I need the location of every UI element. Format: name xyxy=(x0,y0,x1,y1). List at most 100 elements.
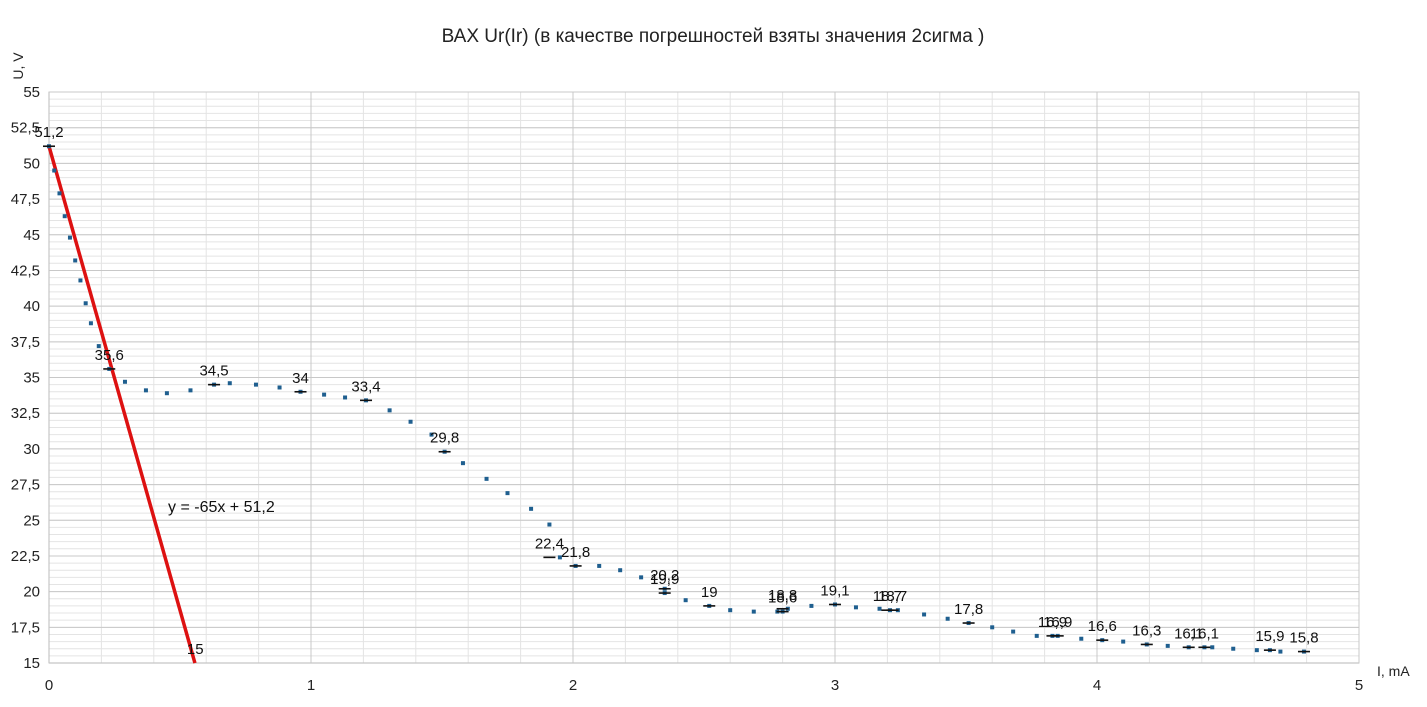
y-tick-label: 47,5 xyxy=(11,191,40,208)
data-label: 16,9 xyxy=(1043,614,1072,631)
data-point xyxy=(188,388,193,393)
data-point xyxy=(1011,629,1016,634)
data-point xyxy=(922,612,927,617)
x-tick-labels: 0 1 2 3 4 5 xyxy=(45,677,1363,694)
data-point xyxy=(877,606,882,611)
data-label: 18,7 xyxy=(878,588,907,605)
data-point xyxy=(639,575,644,580)
data-point xyxy=(88,321,93,326)
data-label: 18,8 xyxy=(768,587,797,604)
data-point xyxy=(227,381,232,386)
data-point xyxy=(78,278,83,283)
data-point xyxy=(122,379,127,384)
data-label: 21,8 xyxy=(561,544,590,561)
data-point xyxy=(408,419,413,424)
data-point xyxy=(343,395,348,400)
y-tick-label: 37,5 xyxy=(11,334,40,351)
data-label: 34 xyxy=(292,370,309,387)
data-point xyxy=(1254,648,1259,653)
data-point xyxy=(52,168,57,173)
data-point xyxy=(990,625,995,630)
y-tick-label: 20 xyxy=(23,584,40,601)
data-label: 20,2 xyxy=(650,567,679,584)
x-tick-label: 5 xyxy=(1355,677,1363,694)
data-label: 18,7 xyxy=(873,588,902,605)
y-tick-label: 55 xyxy=(23,84,40,101)
y-tick-label: 22,5 xyxy=(11,548,40,565)
data-label: 19 xyxy=(701,584,718,601)
data-point xyxy=(1278,649,1283,654)
data-labels: 51,2 35,6 34,5 34 33,4 29,8 22,421,8 20,219,9 19… xyxy=(34,124,1319,653)
data-label: 29,8 xyxy=(430,430,459,447)
data-point xyxy=(529,506,534,511)
data-label: 16,1 xyxy=(1174,625,1203,642)
trendline-end-label: 15 xyxy=(187,641,204,658)
y-tick-label: 42,5 xyxy=(11,262,40,279)
data-label: 35,6 xyxy=(95,347,124,364)
data-point xyxy=(547,522,552,527)
trendline-equation: y = -65x + 51,2 xyxy=(168,499,275,516)
data-point xyxy=(83,301,88,306)
data-point xyxy=(96,344,101,349)
data-point xyxy=(460,461,465,466)
data-point xyxy=(429,432,434,437)
x-tick-label: 2 xyxy=(569,677,577,694)
data-point xyxy=(683,598,688,603)
data-label: 19,1 xyxy=(820,582,849,599)
y-tick-label: 50 xyxy=(23,155,40,172)
data-label: 16,9 xyxy=(1038,614,1067,631)
data-point xyxy=(1079,636,1084,641)
plot-area-border xyxy=(48,91,1360,664)
axes xyxy=(48,91,1360,664)
data-point xyxy=(618,568,623,573)
data-point xyxy=(253,382,258,387)
data-label: 22,4 xyxy=(535,535,564,552)
data-point xyxy=(751,609,756,614)
data-label: 16,3 xyxy=(1132,622,1161,639)
chart-title: ВАХ Ur(Ir) (в качестве погрешностей взят… xyxy=(442,26,985,47)
data-point xyxy=(1034,633,1039,638)
data-label: 18,6 xyxy=(768,590,797,607)
y-tick-label: 30 xyxy=(23,441,40,458)
trendline: 15 xyxy=(47,145,204,664)
data-point xyxy=(322,392,327,397)
data-label: 33,4 xyxy=(351,378,380,395)
data-point xyxy=(728,608,733,613)
data-point xyxy=(73,258,78,263)
data-point xyxy=(484,476,489,481)
data-point xyxy=(809,603,814,608)
data-point xyxy=(1165,643,1170,648)
data-label: 34,5 xyxy=(199,363,228,380)
data-label: 15,8 xyxy=(1289,630,1318,647)
y-tick-label: 27,5 xyxy=(11,477,40,494)
x-axis-label: I, mA xyxy=(1377,663,1410,679)
linear-trendline xyxy=(47,145,197,664)
data-point xyxy=(853,605,858,610)
y-tick-label: 40 xyxy=(23,298,40,315)
data-label: 17,8 xyxy=(954,601,983,618)
data-point xyxy=(557,555,562,560)
data-point xyxy=(277,385,282,390)
y-tick-label: 45 xyxy=(23,227,40,244)
data-point xyxy=(387,408,392,413)
data-point xyxy=(62,214,67,219)
y-tick-label: 35 xyxy=(23,370,40,387)
data-point xyxy=(1231,646,1236,651)
x-tick-label: 3 xyxy=(831,677,839,694)
data-point xyxy=(505,491,510,496)
data-label: 51,2 xyxy=(34,124,63,141)
data-point xyxy=(57,191,62,196)
data-point xyxy=(67,235,72,240)
y-tick-labels: 15 17,5 20 22,5 25 27,5 30 32,5 35 37,5 40 42,5 45 47… xyxy=(11,84,40,672)
y-tick-label: 32,5 xyxy=(11,405,40,422)
data-label: 15,9 xyxy=(1255,628,1284,645)
y-tick-label: 15 xyxy=(23,655,40,672)
x-tick-label: 0 xyxy=(45,677,53,694)
data-point xyxy=(945,616,950,621)
data-point xyxy=(164,391,169,396)
data-label: 16,6 xyxy=(1088,618,1117,635)
data-label: 16,1 xyxy=(1190,625,1219,642)
y-tick-label: 25 xyxy=(23,512,40,529)
